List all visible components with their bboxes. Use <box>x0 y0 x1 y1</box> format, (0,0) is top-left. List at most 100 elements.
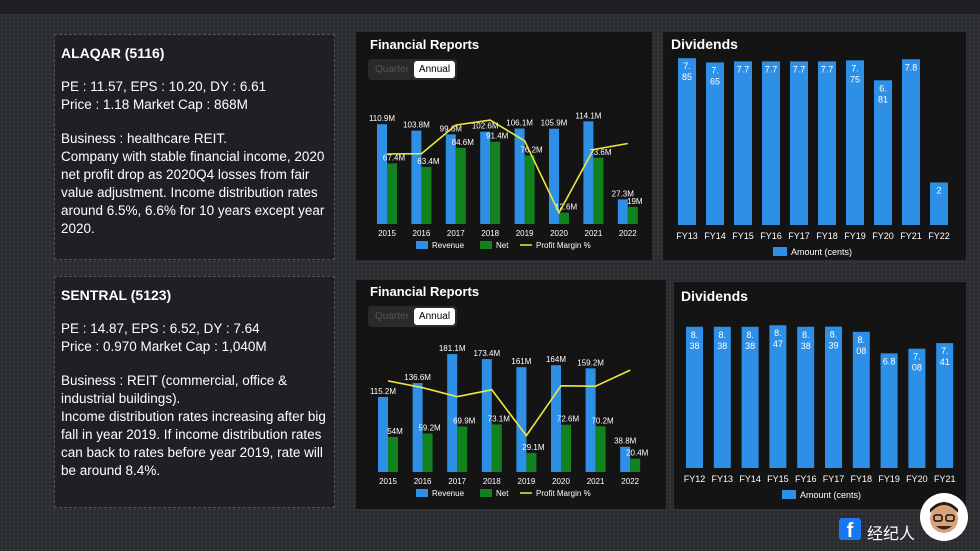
facebook-icon[interactable]: f <box>839 518 861 542</box>
revenue-data-label: 38.8M <box>614 437 637 446</box>
dividend-bar <box>908 348 926 468</box>
dividend-data-label: 2 <box>936 186 941 196</box>
dividend-data-label: 7.7 <box>793 64 806 74</box>
net-data-label: 69.9M <box>453 416 476 425</box>
x-tick-label: FY17 <box>788 231 810 241</box>
legend-revenue-label: Revenue <box>432 489 465 498</box>
quarter-tab[interactable]: Quarter <box>375 64 409 75</box>
x-tick-label: FY20 <box>872 231 894 241</box>
period-toggle: Quarter Annual <box>368 306 458 327</box>
dividend-data-label: 8. <box>719 330 727 340</box>
x-tick-label: 2022 <box>619 229 637 238</box>
net-data-label: 72.6M <box>557 415 580 424</box>
dividend-data-label: 81 <box>878 94 888 104</box>
dividend-bar <box>902 59 920 225</box>
revenue-data-label: 27.3M <box>612 189 635 198</box>
dividend-data-label: 7.7 <box>765 64 778 74</box>
net-bar <box>457 426 468 472</box>
x-tick-label: FY19 <box>878 474 900 484</box>
net-data-label: 67.4M <box>383 153 406 162</box>
panel-title: Dividends <box>671 36 738 52</box>
dividend-data-label: 8. <box>774 328 782 338</box>
dividend-data-label: 8. <box>830 330 838 340</box>
legend-amount-swatch <box>782 490 796 499</box>
x-tick-label: 2019 <box>518 477 536 486</box>
revenue-bar <box>480 131 491 224</box>
dividend-data-label: 38 <box>745 341 755 351</box>
x-tick-label: FY16 <box>795 474 817 484</box>
dividend-bar <box>762 61 780 225</box>
net-data-label: 20.4M <box>626 449 649 458</box>
legend-revenue-label: Revenue <box>432 241 465 250</box>
dividend-data-label: 6.8 <box>883 356 896 366</box>
dividend-data-label: 7. <box>913 352 921 362</box>
annual-tab[interactable]: Annual <box>413 61 456 78</box>
net-bar <box>526 453 537 472</box>
dividend-data-label: 6. <box>879 83 887 93</box>
dividend-bar <box>678 58 696 225</box>
metrics-line2: Price : 0.970 Market Cap : 1,040M <box>61 339 267 354</box>
stock-title: ALAQAR (5116) <box>61 45 165 61</box>
x-tick-label: 2020 <box>550 229 568 238</box>
revenue-bar <box>585 368 596 472</box>
revenue-data-label: 114.1M <box>575 111 601 120</box>
dividend-data-label: 8. <box>746 330 754 340</box>
legend-amount-label: Amount (cents) <box>800 490 861 500</box>
brand-name: 经纪人 <box>867 524 916 543</box>
x-tick-label: FY16 <box>760 231 782 241</box>
period-toggle: Quarter Annual <box>368 59 458 80</box>
dividend-data-label: 7.7 <box>737 64 750 74</box>
financial-chart: 110.9M67.4M2015103.8M63.4M201699.6M84.6M… <box>369 111 643 250</box>
net-data-label: 54M <box>387 427 403 436</box>
revenue-data-label: 102.6M <box>472 122 499 131</box>
net-data-label: 63.4M <box>417 157 440 166</box>
stock-metrics: PE : 14.87, EPS : 6.52, DY : 7.64 Price :… <box>61 320 328 356</box>
dividend-data-label: 7.7 <box>821 64 834 74</box>
legend-revenue-swatch <box>416 241 428 249</box>
stock-info-alaqar: ALAQAR (5116) PE : 11.57, EPS : 10.20, D… <box>54 34 335 260</box>
dividend-bar <box>825 326 842 468</box>
quarter-tab[interactable]: Quarter <box>375 311 409 322</box>
x-tick-label: 2015 <box>379 477 397 486</box>
revenue-bar <box>412 383 423 472</box>
revenue-bar <box>377 124 387 224</box>
x-tick-label: 2016 <box>414 477 432 486</box>
dividends-panel-alaqar: Dividends 7. 85 FY13 7. 65 FY14 7.7 FY15 7.7 FY16… <box>663 32 966 260</box>
x-tick-label: FY12 <box>684 474 706 484</box>
net-bar <box>490 141 501 224</box>
stock-description: Business : healthcare REIT. Company with… <box>61 131 325 236</box>
avatar <box>920 493 968 541</box>
revenue-data-label: 136.6M <box>404 373 431 382</box>
net-bar <box>491 424 502 472</box>
dividend-data-label: 7. <box>941 346 949 356</box>
avatar-face-icon <box>930 502 958 533</box>
x-tick-label: FY18 <box>851 474 873 484</box>
metrics-line1: PE : 11.57, EPS : 10.20, DY : 6.61 <box>61 79 267 94</box>
x-tick-label: FY21 <box>934 474 956 484</box>
dividend-bar <box>880 353 898 468</box>
panel-title: Financial Reports <box>370 284 480 299</box>
x-tick-label: 2020 <box>552 477 570 486</box>
financial-panel-alaqar: Financial Reports Quarter Annual 110.9M 6… <box>356 32 652 260</box>
metrics-line2: Price : 1.18 Market Cap : 868M <box>61 97 248 112</box>
revenue-data-label: 173.4M <box>473 349 500 358</box>
revenue-bar <box>620 446 631 472</box>
net-data-label: 91.4M <box>486 132 509 141</box>
net-data-label: 84.6M <box>452 138 475 147</box>
revenue-data-label: 110.9M <box>369 114 395 123</box>
net-data-label: 19M <box>627 197 643 206</box>
net-bar <box>387 163 397 224</box>
net-bar <box>524 155 535 224</box>
stock-metrics: PE : 11.57, EPS : 10.20, DY : 6.61 Price … <box>61 78 328 114</box>
dividend-bar <box>734 61 752 225</box>
revenue-bar <box>378 396 388 472</box>
annual-tab[interactable]: Annual <box>413 308 456 325</box>
dividend-data-label: 08 <box>912 363 922 373</box>
dividend-bar <box>790 61 808 225</box>
x-tick-label: FY17 <box>823 474 845 484</box>
dividends-panel-sentral: Dividends 8. 38 FY12 8. 38 FY13 8. 38 FY14 8. 47 FY… <box>674 282 966 509</box>
panel-title: Financial Reports <box>370 37 480 52</box>
dividend-bar <box>686 326 703 468</box>
dividend-data-label: 38 <box>717 341 727 351</box>
dividend-bar <box>874 80 892 225</box>
